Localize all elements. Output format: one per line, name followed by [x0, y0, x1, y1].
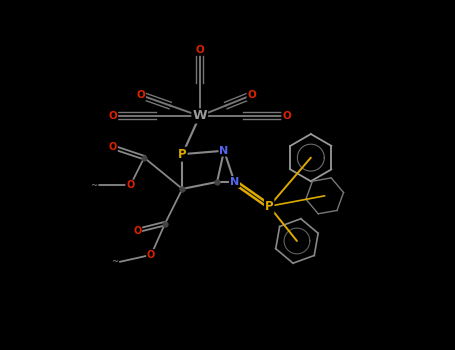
Text: O: O: [136, 90, 145, 100]
Text: P: P: [178, 148, 187, 161]
Text: ~: ~: [90, 181, 97, 190]
Text: O: O: [147, 250, 155, 260]
Text: P: P: [265, 200, 273, 213]
Text: O: O: [126, 180, 134, 190]
Text: O: O: [109, 142, 117, 152]
Text: O: O: [109, 111, 117, 121]
Text: N: N: [219, 146, 229, 156]
Text: N: N: [230, 177, 239, 187]
Text: O: O: [195, 45, 204, 55]
Text: ~: ~: [111, 257, 118, 266]
Text: W: W: [192, 110, 207, 122]
Text: O: O: [133, 225, 142, 236]
Text: O: O: [282, 111, 291, 121]
Text: O: O: [248, 90, 256, 100]
